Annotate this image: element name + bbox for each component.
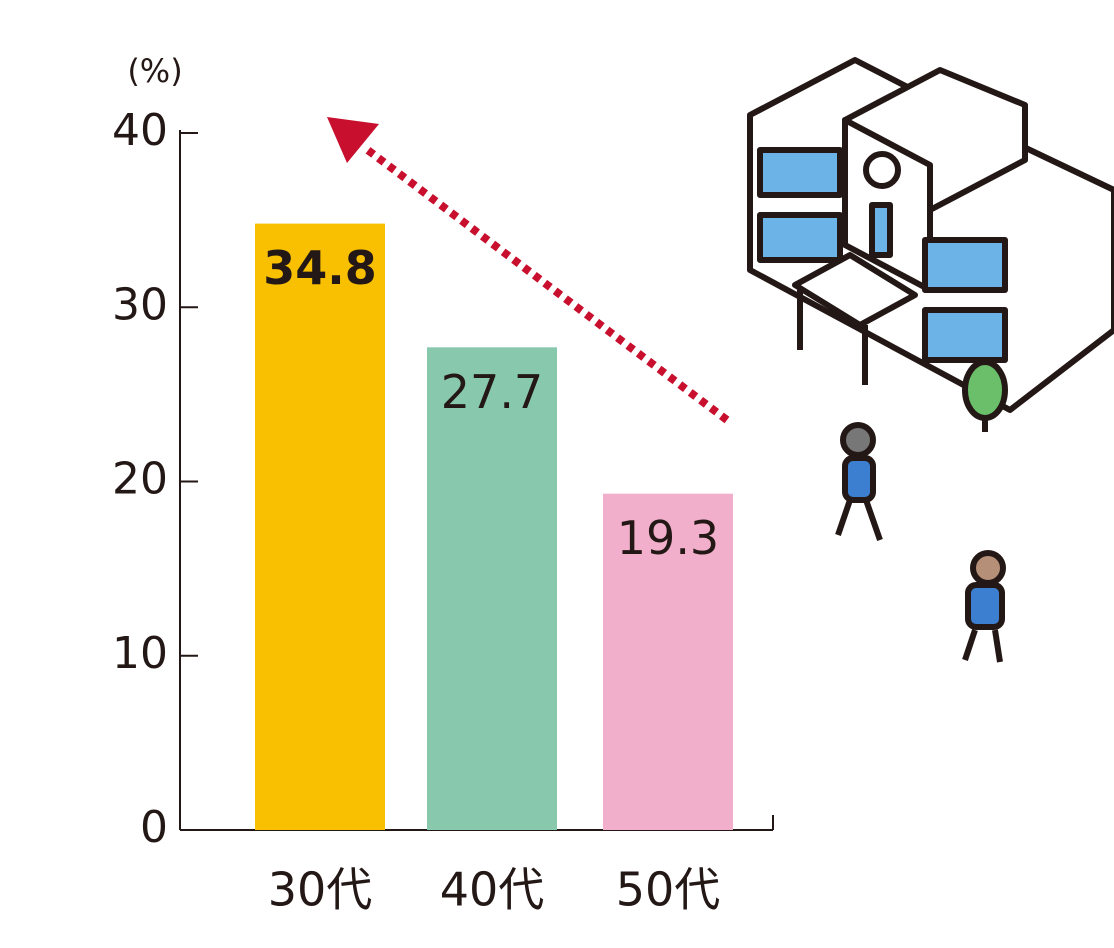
bar: [427, 347, 557, 830]
bar: [603, 493, 733, 830]
school-illustration: [747, 57, 1114, 663]
x-tick-label: 50代: [616, 863, 721, 917]
value-label: 27.7: [441, 365, 543, 419]
value-label: 34.8: [263, 241, 377, 295]
y-tick-label: 0: [140, 802, 168, 853]
x-tick-label: 30代: [268, 863, 373, 917]
y-tick-label: 30: [112, 279, 168, 330]
y-unit: (%): [127, 52, 182, 90]
value-label: 19.3: [617, 511, 719, 565]
trend-arrow: [327, 117, 730, 424]
y-tick-label: 40: [112, 105, 168, 156]
x-tick-label: 40代: [440, 863, 545, 917]
y-tick-label: 10: [112, 628, 168, 679]
y-tick-label: 20: [112, 454, 168, 505]
bar: [255, 223, 385, 831]
